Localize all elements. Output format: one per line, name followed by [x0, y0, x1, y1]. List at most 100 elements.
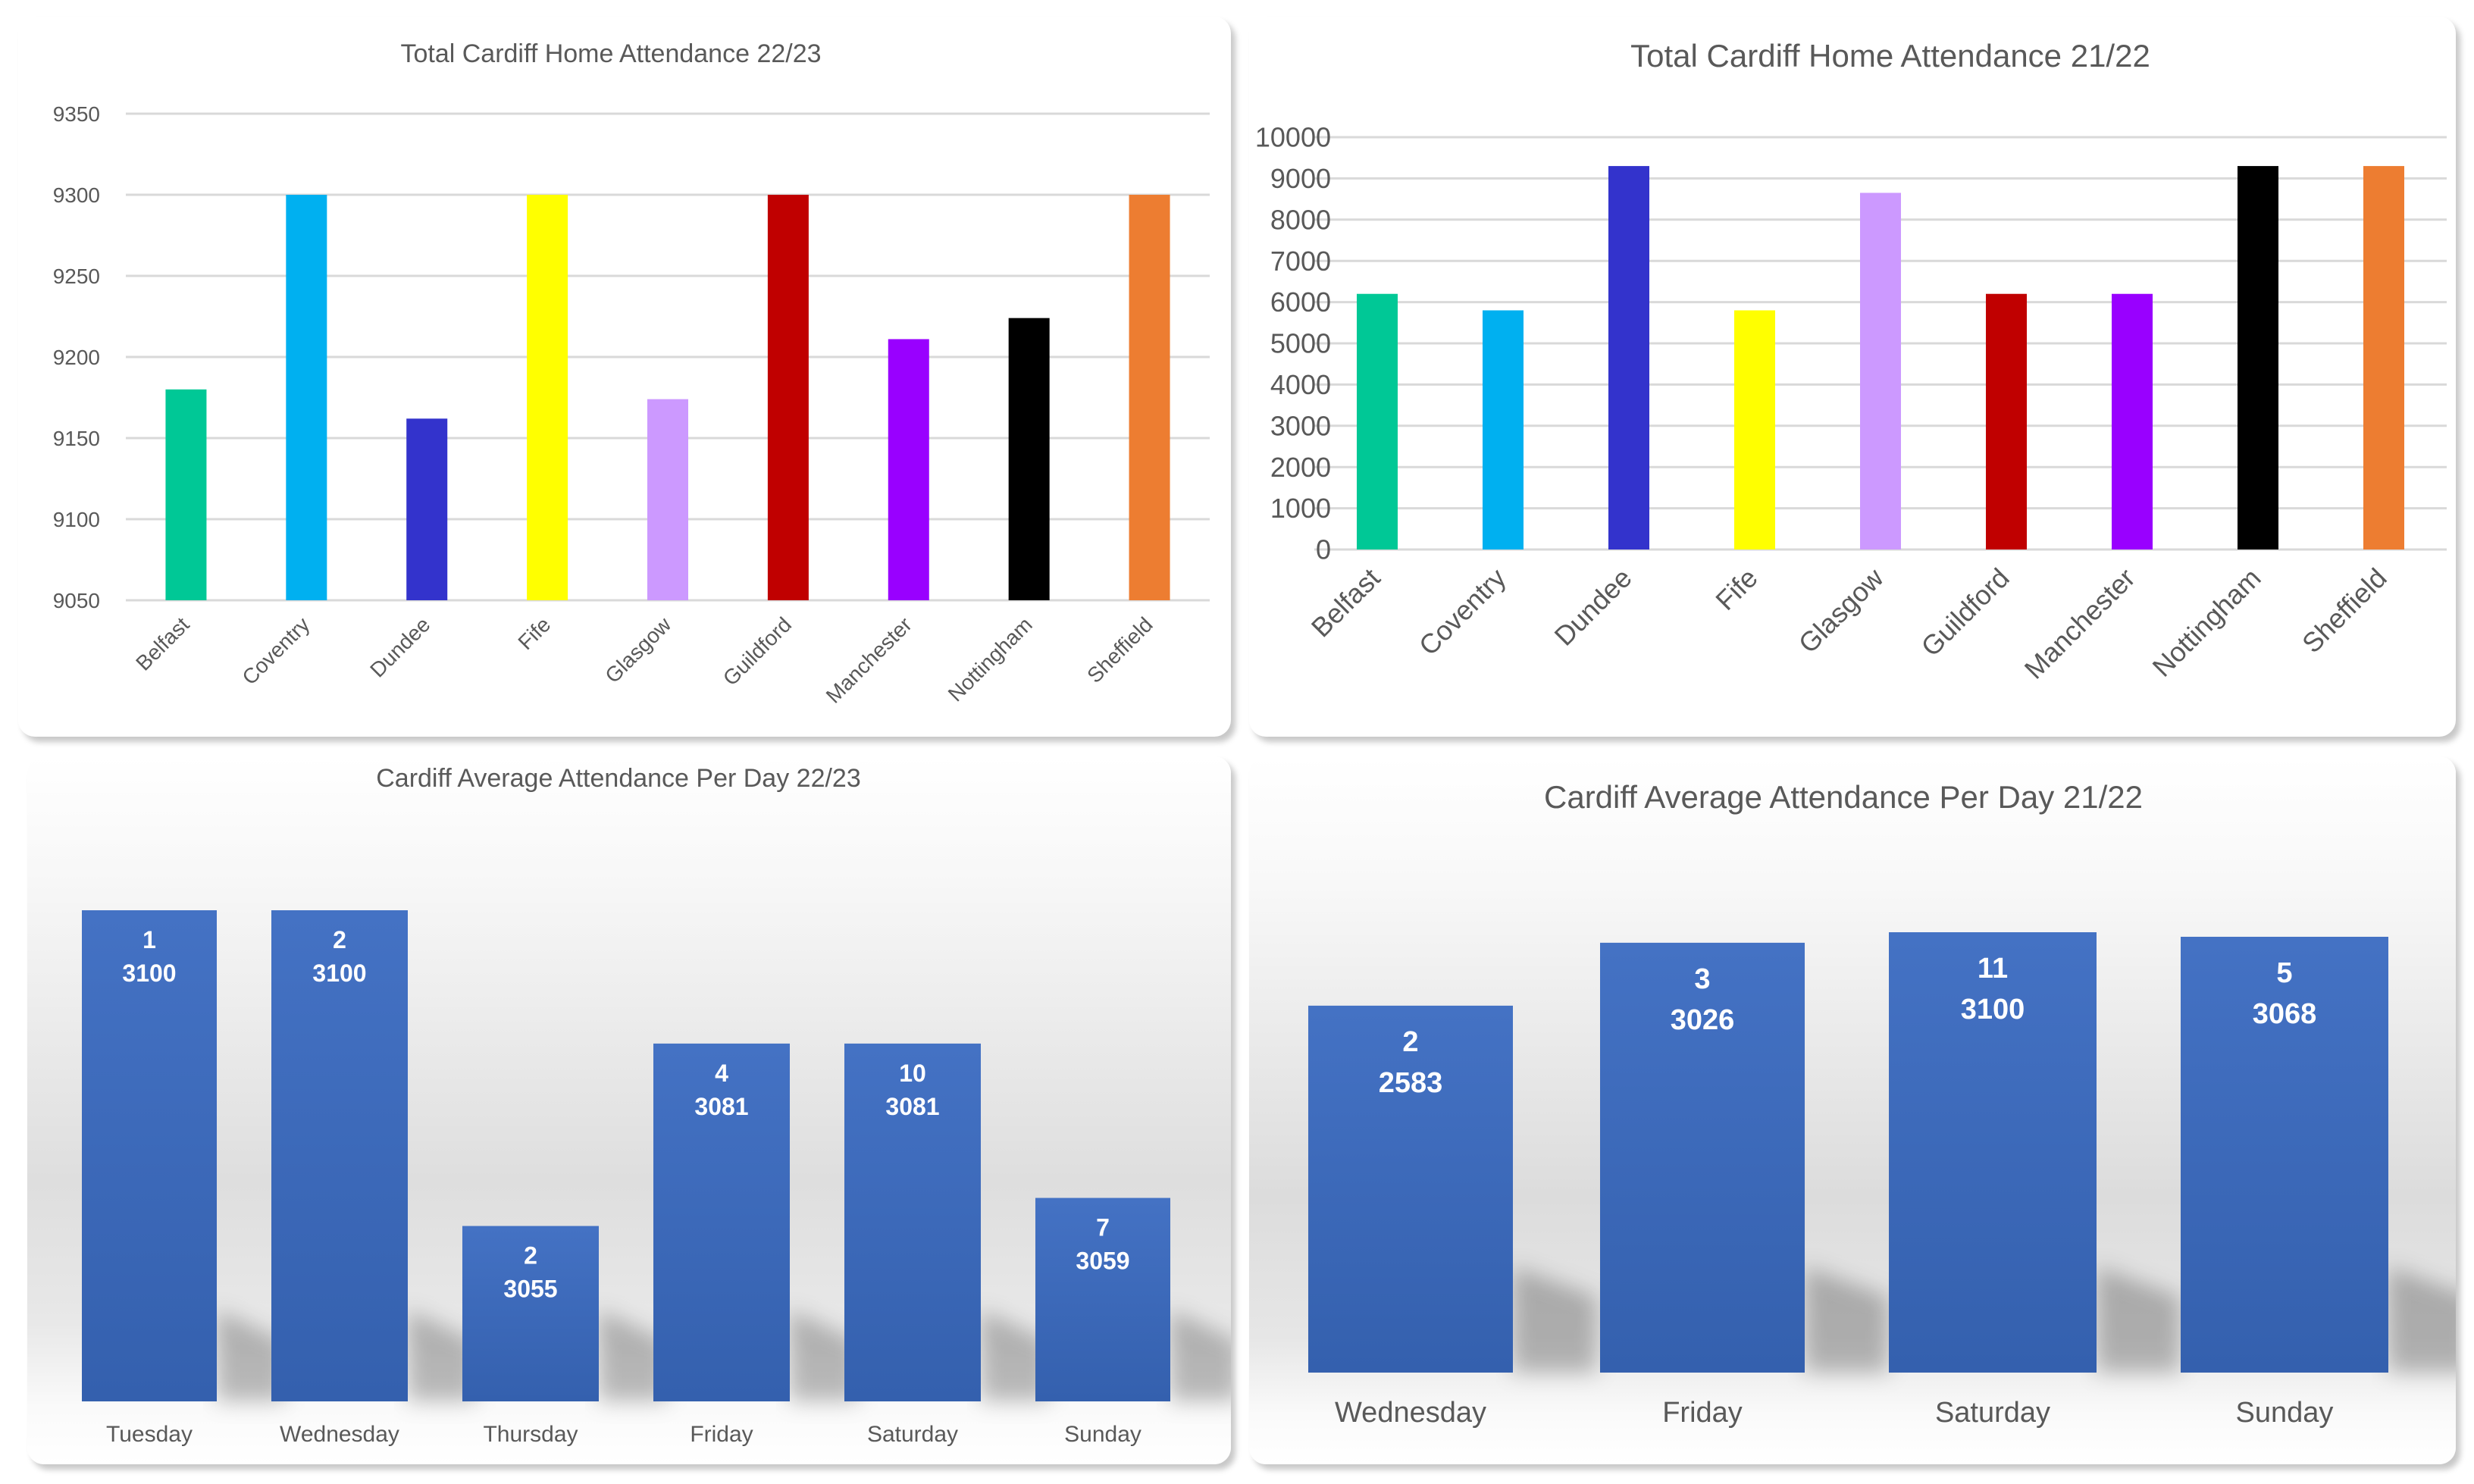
bar-saturday: [1889, 932, 2097, 1373]
x-tick-label: Guildford: [719, 612, 796, 690]
data-label-games: 10: [899, 1060, 926, 1087]
data-label-games: 1: [142, 926, 156, 953]
chart-avg-day-21-22: Cardiff Average Attendance Per Day 21/22…: [1308, 779, 2456, 1429]
bar-glasgow: [647, 399, 688, 600]
y-tick-label: 9150: [53, 427, 100, 450]
bar-belfast: [1357, 293, 1398, 549]
x-tick-label: Sheffield: [2296, 562, 2393, 659]
bar-thursday: [462, 1226, 599, 1401]
y-tick-label: 9050: [53, 589, 100, 612]
y-tick-label: 1000: [1270, 493, 1331, 524]
chart-panel-total-22-23: Total Cardiff Home Attendance 22/23 9050…: [18, 17, 1231, 737]
bar-guildford: [1986, 293, 2027, 549]
x-tick-label: Glasgow: [600, 612, 676, 688]
bar-saturday: [844, 1043, 981, 1401]
y-tick-label: 9000: [1270, 163, 1331, 194]
data-label-games: 2: [1402, 1026, 1418, 1058]
x-tick-label: Manchester: [2018, 562, 2141, 685]
x-tick-label: Belfast: [131, 612, 194, 675]
x-tick-label: Wednesday: [1335, 1397, 1486, 1429]
data-label-value: 3081: [885, 1093, 939, 1120]
chart-total-22-23: Total Cardiff Home Attendance 22/23 9050…: [53, 39, 1210, 708]
data-label-games: 5: [2276, 957, 2292, 989]
y-tick-label: 9200: [53, 346, 100, 369]
bar-shadow: [408, 1310, 476, 1401]
bar-fife: [527, 195, 568, 600]
data-label-games: 11: [1978, 953, 2008, 985]
data-label-games: 4: [715, 1060, 728, 1087]
y-tick-label: 4000: [1270, 369, 1331, 400]
chart-title: Total Cardiff Home Attendance 22/23: [400, 39, 821, 68]
chart-title: Cardiff Average Attendance Per Day 22/23: [376, 764, 861, 793]
x-tick-label: Glasgow: [1793, 562, 1890, 659]
y-tick-label: 3000: [1270, 410, 1331, 441]
x-tick-label: Nottingham: [944, 612, 1037, 706]
x-tick-label: Coventry: [237, 612, 314, 689]
data-label-value: 3100: [312, 960, 366, 987]
x-tick-label: Manchester: [822, 612, 916, 707]
y-tick-label: 9300: [53, 183, 100, 207]
data-label-games: 2: [524, 1242, 537, 1270]
bar-shadow: [1513, 1266, 1596, 1373]
data-label-games: 3: [1694, 963, 1710, 995]
bar-shadow: [1805, 1266, 1888, 1373]
bar-shadow: [599, 1310, 667, 1401]
x-tick-label: Belfast: [1305, 562, 1386, 643]
x-tick-label: Guildford: [1915, 562, 2015, 662]
bar-wednesday: [1308, 1005, 1513, 1373]
bar-shadow: [2388, 1266, 2456, 1373]
data-label-value: 3081: [694, 1093, 748, 1120]
bar-dundee: [1608, 166, 1649, 549]
x-tick-label: Fife: [1709, 562, 1763, 616]
chart-total-21-22: Total Cardiff Home Attendance 21/22 0 100…: [1255, 38, 2447, 685]
data-label-value: 3026: [1671, 1004, 1735, 1036]
y-tick-label: 2000: [1270, 452, 1331, 483]
chart-avg-day-22-23: Cardiff Average Attendance Per Day 22/23…: [82, 764, 1231, 1447]
bar-shadow: [1170, 1310, 1231, 1401]
bar-manchester: [2112, 293, 2153, 549]
y-tick-label: 9250: [53, 265, 100, 288]
x-tick-label: Coventry: [1413, 562, 1512, 662]
bar-shadow: [2097, 1266, 2180, 1373]
y-tick-label: 0: [1316, 534, 1331, 565]
chart-panel-total-21-22: Total Cardiff Home Attendance 21/22 0 100…: [1249, 17, 2456, 737]
x-tick-label: Dundee: [365, 612, 434, 681]
bar-nottingham: [1008, 318, 1050, 600]
bar-wednesday: [271, 910, 408, 1401]
bar-coventry: [286, 195, 327, 600]
bar-shadow: [981, 1310, 1049, 1401]
x-tick-label: Sunday: [2236, 1397, 2334, 1429]
x-tick-label: Thursday: [483, 1422, 578, 1447]
data-label-value: 2583: [1379, 1067, 1443, 1099]
chart-panel-avg-day-22-23: Cardiff Average Attendance Per Day 22/23…: [27, 756, 1231, 1464]
data-label-value: 3100: [1961, 994, 2025, 1025]
bar-sheffield: [1129, 195, 1170, 600]
bar-fife: [1734, 310, 1775, 549]
data-label-value: 3055: [503, 1276, 557, 1303]
chart-title: Total Cardiff Home Attendance 21/22: [1630, 38, 2150, 74]
y-tick-label: 9100: [53, 508, 100, 531]
bar-friday: [653, 1043, 790, 1401]
data-label-games: 7: [1096, 1214, 1110, 1241]
x-tick-label: Fife: [513, 612, 555, 654]
x-tick-label: Friday: [1662, 1397, 1743, 1429]
bar-sheffield: [2363, 166, 2404, 549]
y-tick-label: 8000: [1270, 204, 1331, 235]
bar-shadow: [217, 1310, 285, 1401]
bar-sunday: [2181, 936, 2388, 1373]
x-tick-label: Tuesday: [106, 1422, 193, 1447]
bar-belfast: [165, 389, 207, 600]
bar-guildford: [767, 195, 809, 600]
y-tick-label: 7000: [1270, 246, 1331, 277]
data-label-value: 3068: [2253, 998, 2317, 1030]
bar-sunday: [1035, 1198, 1170, 1401]
chart-panel-avg-day-21-22: Cardiff Average Attendance Per Day 21/22…: [1249, 756, 2456, 1464]
bar-glasgow: [1860, 193, 1901, 549]
bar-manchester: [888, 339, 929, 600]
y-tick-label: 10000: [1255, 122, 1331, 153]
x-tick-label: Sunday: [1064, 1422, 1141, 1447]
chart-title: Cardiff Average Attendance Per Day 21/22: [1544, 779, 2143, 815]
x-tick-label: Wednesday: [280, 1422, 399, 1447]
data-label-value: 3100: [122, 960, 176, 987]
x-tick-label: Saturday: [1935, 1397, 2050, 1429]
